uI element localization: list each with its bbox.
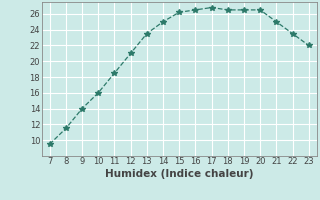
X-axis label: Humidex (Indice chaleur): Humidex (Indice chaleur) [105,169,253,179]
